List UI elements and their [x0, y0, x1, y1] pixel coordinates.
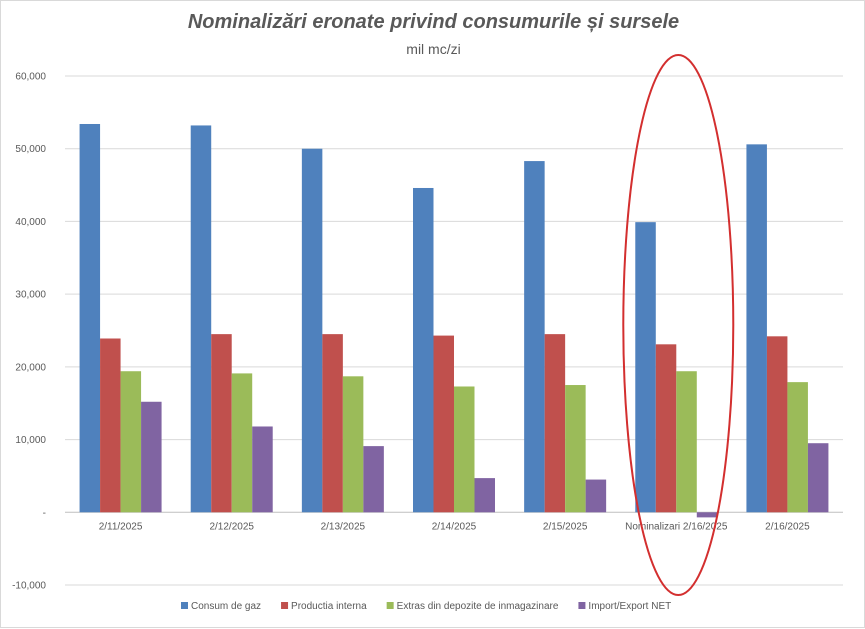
y-tick-label: 50,000: [15, 144, 46, 155]
bar: [190, 125, 212, 513]
bar: [79, 123, 101, 513]
legend-item: Extras din depozite de inmagazinare: [386, 601, 559, 612]
y-tick-label: -: [43, 508, 46, 519]
y-tick-label: 20,000: [15, 362, 46, 373]
bar: [676, 371, 697, 513]
bar: [696, 512, 718, 518]
legend-label: Productia interna: [291, 601, 367, 612]
bar: [585, 479, 607, 513]
y-tick-label: 60,000: [15, 72, 46, 83]
y-tick-label: 40,000: [15, 217, 46, 228]
bar: [100, 338, 121, 513]
legend-swatch: [578, 602, 586, 609]
x-tick-label: Nominalizari 2/16/2025: [625, 521, 728, 532]
x-tick-label: 2/15/2025: [543, 521, 588, 532]
bar: [363, 446, 384, 513]
bar: [433, 335, 454, 513]
legend-label: Import/Export NET: [588, 601, 671, 612]
y-tick-label: -10,000: [12, 581, 46, 592]
legend-item: Import/Export NET: [578, 601, 671, 612]
bar: [544, 334, 566, 513]
x-tick-label: 2/13/2025: [321, 521, 366, 532]
x-tick-label: 2/14/2025: [432, 521, 477, 532]
bar: [524, 161, 545, 513]
legend-swatch: [181, 602, 188, 609]
bar: [413, 187, 434, 513]
legend-swatch: [281, 602, 289, 609]
bars: [79, 123, 829, 518]
x-tick-label: 2/16/2025: [765, 521, 810, 532]
bar: [301, 148, 323, 513]
y-tick-label: 10,000: [15, 435, 46, 446]
bar: [342, 376, 364, 513]
legend-item: Productia interna: [281, 601, 367, 612]
legend-label: Extras din depozite de inmagazinare: [397, 601, 559, 612]
bar: [474, 478, 495, 513]
bar: [787, 382, 808, 513]
bar: [141, 401, 162, 513]
bar: [655, 344, 677, 513]
bar: [211, 334, 232, 513]
x-axis-ticks: 2/11/2025 2/12/2025 2/13/2025 2/14/2025 2/15…: [99, 521, 810, 532]
bar: [766, 336, 788, 513]
annotations: [622, 54, 735, 596]
legend: Consum de gaz Productia interna Extras din…: [181, 601, 671, 612]
bar: [746, 144, 767, 513]
bar: [807, 443, 829, 513]
x-tick-label: 2/12/2025: [209, 521, 254, 532]
legend-item: Consum de gaz: [181, 601, 261, 612]
y-tick-label: 30,000: [15, 290, 46, 301]
highlight-ellipse: [622, 54, 735, 596]
legend-label: Consum de gaz: [191, 601, 261, 612]
y-axis-ticks: 60,000 50,000 40,000 30,000 20,000 10,000 - -10…: [12, 72, 46, 592]
bar: [252, 426, 273, 513]
bar: [120, 371, 142, 513]
x-tick-label: 2/11/2025: [99, 521, 143, 532]
bar: [635, 222, 656, 513]
bar: [231, 373, 253, 513]
bar: [454, 386, 475, 513]
chart-subtitle: mil mc/zi: [406, 41, 461, 57]
legend-swatch: [386, 602, 394, 609]
bar: [565, 385, 586, 513]
bar: [322, 334, 343, 513]
chart-title: Nominalizări eronate privind consumurile…: [187, 11, 680, 33]
